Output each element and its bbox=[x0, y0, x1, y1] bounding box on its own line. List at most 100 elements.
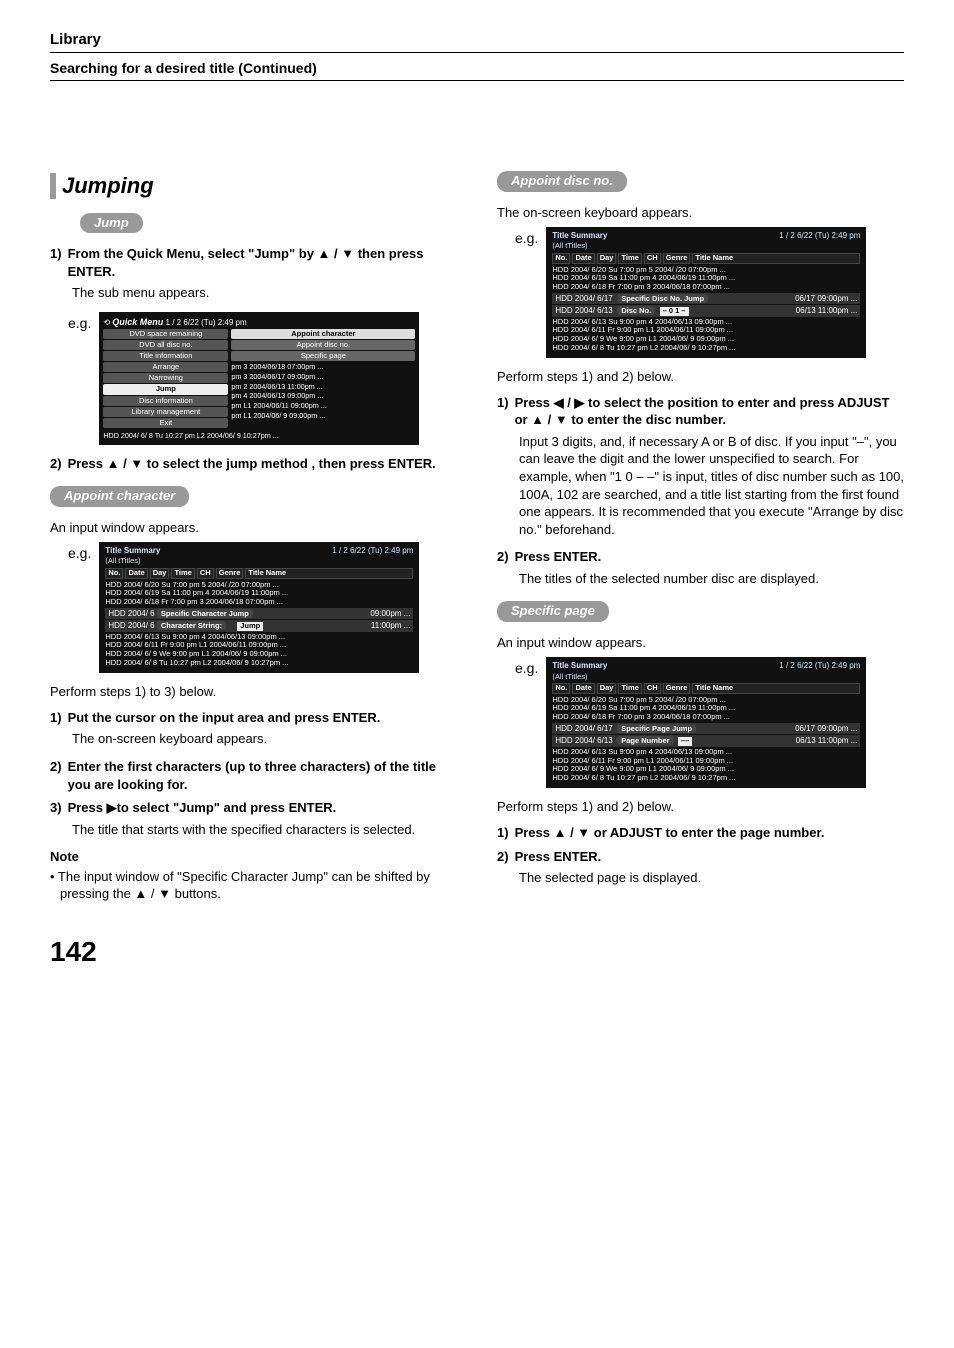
qm-line: pm 3 2004/06/18 07:00pm ... bbox=[231, 362, 415, 372]
ac-step-3: 3) Press ▶to select "Jump" and press ENT… bbox=[50, 799, 457, 817]
jump-step-2: 2) Press ▲ / ▼ to select the jump method… bbox=[50, 455, 457, 473]
jump-step-1: 1) From the Quick Menu, select "Jump" by… bbox=[50, 245, 457, 280]
page-number: 142 bbox=[50, 933, 904, 971]
continued-header: Searching for a desired title (Continued… bbox=[50, 59, 904, 81]
qm-header-right: 1 / 2 6/22 (Tu) 2:49 pm bbox=[166, 318, 247, 327]
step-text: Press ENTER. bbox=[515, 848, 602, 866]
appoint-char-intro: An input window appears. bbox=[50, 519, 457, 537]
note-head: Note bbox=[50, 848, 457, 866]
step-text: Enter the first characters (up to three … bbox=[68, 758, 457, 793]
jump-step1-sub: The sub menu appears. bbox=[72, 284, 457, 302]
jumping-heading: Jumping bbox=[50, 171, 457, 201]
step-num: 1) bbox=[497, 394, 509, 429]
disc-jump-label: Specific Disc No. Jump bbox=[617, 294, 708, 303]
qm-appoint: Specific page bbox=[231, 351, 415, 361]
qm-item: Disc information bbox=[103, 396, 228, 406]
jump-button-inline: Jump bbox=[237, 622, 263, 631]
pre-row: HDD 2004/ 6/17 bbox=[555, 724, 612, 733]
sp-step-1: 1) Press ▲ / ▼ or ADJUST to enter the pa… bbox=[497, 824, 904, 842]
specific-page-intro: An input window appears. bbox=[497, 634, 904, 652]
specific-page-eg: e.g. Title Summary 1 / 2 6/22 (Tu) 2:49 … bbox=[515, 657, 904, 788]
disc-no-label: Disc No. bbox=[617, 306, 655, 315]
qm-right-panel: Appoint character Appoint disc no. Speci… bbox=[231, 329, 415, 421]
note-body: • The input window of "Specific Characte… bbox=[60, 868, 457, 903]
heading-tick bbox=[50, 173, 56, 199]
qm-item-selected: Jump bbox=[103, 384, 228, 394]
mid-right: 06/17 09:00pm ... bbox=[795, 294, 857, 304]
step-num: 1) bbox=[50, 245, 62, 280]
sp-perform: Perform steps 1) and 2) below. bbox=[497, 798, 904, 816]
appoint-char-pill: Appoint character bbox=[50, 486, 189, 507]
ad-step2-body: The titles of the selected number disc a… bbox=[519, 570, 904, 588]
qm-item: Exit bbox=[103, 418, 228, 428]
pre-row: HDD 2004/ 6/13 bbox=[555, 306, 612, 315]
ac-step-2: 2) Enter the first characters (up to thr… bbox=[50, 758, 457, 793]
shot-row: HDD 2004/ 6/ 8 Tu 10:27 pm L2 2004/06/ 9… bbox=[552, 344, 860, 353]
step-text: Put the cursor on the input area and pre… bbox=[68, 709, 381, 727]
qm-appoint: Appoint character bbox=[231, 329, 415, 339]
qm-bottom: HDD 2004/ 6/ 8 Tu 10:27 pm L2 2004/06/ 9… bbox=[103, 431, 415, 441]
mid-right: 06/13 11:00pm ... bbox=[796, 306, 858, 316]
page-number-input: –– bbox=[678, 737, 692, 746]
ac-step3-sub: The title that starts with the specified… bbox=[72, 821, 457, 839]
step-num: 1) bbox=[497, 824, 509, 842]
shot-right: 1 / 2 6/22 (Tu) 2:49 pm bbox=[332, 546, 413, 555]
shot-row: HDD 2004/ 6/ 8 Tu 10:27 pm L2 2004/06/ 9… bbox=[552, 774, 860, 783]
step-text: Press ▲ / ▼ or ADJUST to enter the page … bbox=[515, 824, 825, 842]
shot-sub: (All tTitles) bbox=[552, 673, 860, 682]
qm-item: Arrange bbox=[103, 362, 228, 372]
ad-step-2: 2) Press ENTER. bbox=[497, 548, 904, 566]
step-num: 1) bbox=[50, 709, 62, 727]
pre-row: HDD 2004/ 6/13 bbox=[555, 736, 612, 745]
step-num: 3) bbox=[50, 799, 62, 817]
shot-title: Title Summary bbox=[552, 661, 607, 670]
jump-pill: Jump bbox=[80, 213, 143, 234]
disc-no-input: – 0 1 – bbox=[660, 307, 689, 316]
appoint-disc-intro: The on-screen keyboard appears. bbox=[497, 204, 904, 222]
shot-sub: (All tTitles) bbox=[105, 557, 413, 566]
quickmenu-eg: e.g. ⟲ Quick Menu 1 / 2 6/22 (Tu) 2:49 p… bbox=[68, 312, 457, 445]
qm-line: pm L1 2004/06/ 9 09:00pm ... bbox=[231, 411, 415, 421]
shot-row: HDD 2004/ 6/18 Fr 7:00 pm 3 2004/06/18 0… bbox=[105, 598, 413, 607]
step-num: 2) bbox=[497, 848, 509, 866]
pre-row: HDD 2004/ 6/17 bbox=[555, 294, 612, 303]
qm-item: DVD all disc no. bbox=[103, 340, 228, 350]
quick-menu-screenshot: ⟲ Quick Menu 1 / 2 6/22 (Tu) 2:49 pm DVD… bbox=[99, 312, 419, 445]
char-jump-label: Specific Character Jump bbox=[157, 609, 253, 618]
qm-item: Narrowing bbox=[103, 373, 228, 383]
appoint-char-eg: e.g. Title Summary 1 / 2 6/22 (Tu) 2:49 … bbox=[68, 542, 457, 673]
left-column: Jumping Jump 1) From the Quick Menu, sel… bbox=[50, 171, 457, 903]
mid-right: 06/13 11:00pm ... bbox=[796, 736, 858, 746]
shot-title: Title Summary bbox=[552, 231, 607, 240]
eg-label: e.g. bbox=[515, 657, 538, 678]
ac-step1-sub: The on-screen keyboard appears. bbox=[72, 730, 457, 748]
mid-right: 06/17 09:00pm ... bbox=[795, 724, 857, 734]
page-jump-label: Specific Page Jump bbox=[617, 724, 696, 733]
step-num: 2) bbox=[497, 548, 509, 566]
specific-page-screenshot: Title Summary 1 / 2 6/22 (Tu) 2:49 pm (A… bbox=[546, 657, 866, 788]
step-num: 2) bbox=[50, 758, 62, 793]
qm-line: pm 3 2004/06/17 09:00pm ... bbox=[231, 372, 415, 382]
char-string-label: Character String: bbox=[157, 621, 226, 630]
appoint-char-screenshot: Title Summary 1 / 2 6/22 (Tu) 2:49 pm (A… bbox=[99, 542, 419, 673]
ad-step-1: 1) Press ◀ / ▶ to select the position to… bbox=[497, 394, 904, 429]
eg-label: e.g. bbox=[68, 312, 91, 333]
qm-item: DVD space remaining bbox=[103, 329, 228, 339]
step-text: Press ▲ / ▼ to select the jump method , … bbox=[68, 455, 436, 473]
right-column: Appoint disc no. The on-screen keyboard … bbox=[497, 171, 904, 903]
ad-perform: Perform steps 1) and 2) below. bbox=[497, 368, 904, 386]
qm-line: pm 2 2004/06/13 11:00pm ... bbox=[231, 382, 415, 392]
shot-row: HDD 2004/ 6/18 Fr 7:00 pm 3 2004/06/18 0… bbox=[552, 283, 860, 292]
shot-cols: No.DateDayTimeCHGenreTitle Name bbox=[552, 253, 860, 264]
qm-left-list: DVD space remaining DVD all disc no. Tit… bbox=[103, 329, 228, 429]
qm-item: Library management bbox=[103, 407, 228, 417]
shot-cols: No.DateDayTimeCHGenreTitle Name bbox=[552, 683, 860, 694]
library-header: Library bbox=[50, 30, 904, 53]
step-text: From the Quick Menu, select "Jump" by ▲ … bbox=[68, 245, 457, 280]
ac-perform: Perform steps 1) to 3) below. bbox=[50, 683, 457, 701]
qm-item: Title information bbox=[103, 351, 228, 361]
page-number-label: Page Number bbox=[617, 736, 673, 745]
step-text: Press ◀ / ▶ to select the position to en… bbox=[515, 394, 904, 429]
shot-row: HDD 2004/ 6/18 Fr 7:00 pm 3 2004/06/18 0… bbox=[552, 713, 860, 722]
step-text: Press ENTER. bbox=[515, 548, 602, 566]
